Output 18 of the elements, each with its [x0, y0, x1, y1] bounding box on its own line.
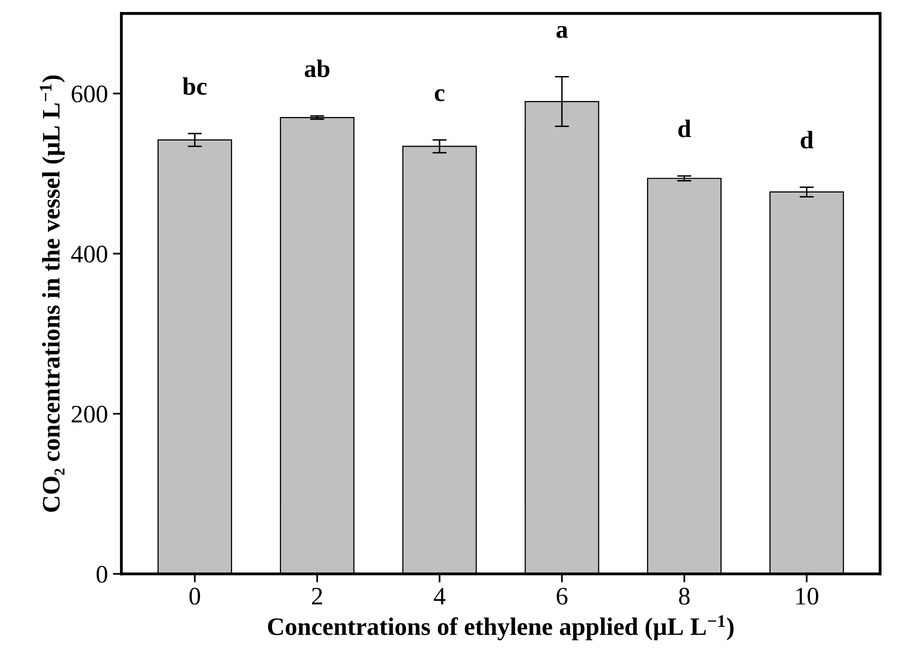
annotation: d	[678, 120, 691, 138]
x-axis-title: Concentrations of ethylene applied (µL L$^{−1}$)	[268, 615, 734, 640]
x-tick-label: 10	[796, 588, 818, 605]
x-tick-label: 2	[312, 588, 322, 604]
y-tick-label: 0	[96, 566, 108, 583]
annotation: a	[556, 26, 568, 38]
y-tick-label: 200	[72, 406, 108, 423]
y-axis-title: CO₂ concentrations in the vessel (µL L$^{−1}$)	[40, 76, 65, 512]
annotation: d	[800, 130, 814, 148]
annotation: bc	[182, 77, 207, 95]
x-tick-label: 6	[556, 588, 568, 605]
x-tick-label: 0	[189, 588, 200, 605]
y-tick-label: 600	[72, 86, 108, 102]
x-tick-label: 8	[679, 588, 690, 605]
annotation: ab	[304, 60, 330, 78]
x-tick-label: 4	[434, 588, 446, 604]
y-tick-label: 400	[71, 246, 108, 263]
annotation: c	[434, 89, 444, 102]
